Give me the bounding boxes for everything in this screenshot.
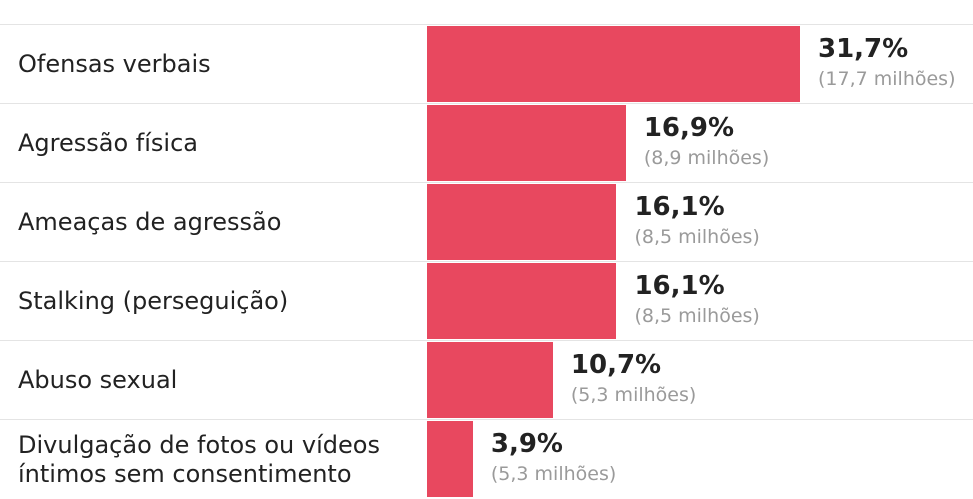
value-label: 16,1% <box>634 271 725 301</box>
row: Abuso sexual 10,7% (5,3 milhões) <box>0 340 973 419</box>
bar <box>427 342 553 418</box>
value-label: 16,1% <box>634 192 725 222</box>
bar <box>427 26 800 102</box>
count-label: (8,5 milhões) <box>634 226 760 248</box>
category-label: Abuso sexual <box>18 366 178 394</box>
count-label: (5,3 milhões) <box>570 384 697 406</box>
row: Divulgação de fotos ou vídeos íntimos se… <box>0 419 973 498</box>
category-label: Agressão física <box>18 129 198 157</box>
count-label: (17,7 milhões) <box>818 68 956 90</box>
row: Stalking (perseguição) 16,1% (8,5 milhões) <box>0 261 973 340</box>
bar <box>427 184 617 260</box>
count-label: (8,9 milhões) <box>643 147 770 169</box>
value-label: 10,7% <box>570 350 662 380</box>
category-label: Stalking (perseguição) <box>18 287 289 315</box>
value-label: 3,9% <box>490 429 563 459</box>
category-label: Divulgação de fotos ou vídeos íntimos se… <box>18 430 380 488</box>
bar <box>427 105 626 181</box>
count-label: (8,5 milhões) <box>634 305 760 327</box>
row: Ameaças de agressão 16,1% (8,5 milhões) <box>0 182 973 261</box>
row: Agressão física 16,9% (8,9 milhões) <box>0 103 973 182</box>
category-label: Ofensas verbais <box>18 50 211 78</box>
count-label: (5,3 milhões) <box>490 463 617 485</box>
category-label: Ameaças de agressão <box>18 208 282 236</box>
value-label: 16,9% <box>643 113 735 143</box>
bar <box>427 263 617 339</box>
value-label: 31,7% <box>818 34 909 64</box>
bar <box>427 421 473 497</box>
row: Ofensas verbais 31,7% (17,7 milhões) <box>0 24 973 103</box>
